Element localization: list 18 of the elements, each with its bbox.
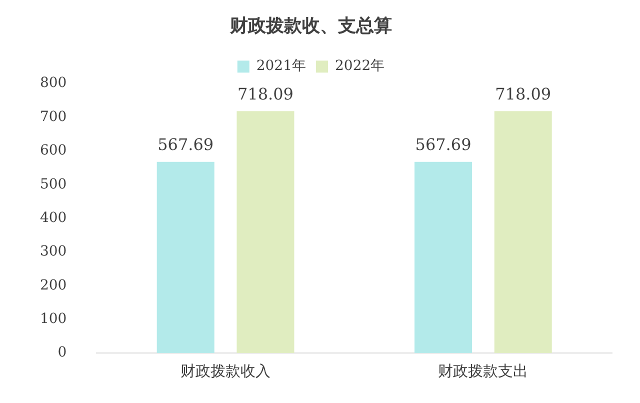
data-label: 567.69 <box>158 134 214 154</box>
y-tick-label: 100 <box>40 310 67 327</box>
x-tick-label: 财政拨款收入 <box>180 362 271 380</box>
data-label: 718.09 <box>237 84 294 104</box>
chart-title: 财政拨款收、支总算 <box>229 15 392 36</box>
y-tick-label: 200 <box>40 277 67 294</box>
y-tick-label: 700 <box>40 108 67 125</box>
y-tick-label: 400 <box>40 210 67 226</box>
x-tick-label: 财政拨款支出 <box>438 362 528 380</box>
y-tick-label: 600 <box>40 142 67 159</box>
data-label: 718.09 <box>495 84 552 104</box>
y-tick-label: 500 <box>40 176 67 192</box>
data-label: 567.69 <box>415 134 472 154</box>
y-tick-label: 300 <box>40 244 67 260</box>
y-tick-label: 0 <box>58 344 67 361</box>
y-tick-label: 800 <box>40 75 67 92</box>
legend-label: 2021年 <box>256 58 306 74</box>
legend-label: 2022年 <box>335 58 385 74</box>
